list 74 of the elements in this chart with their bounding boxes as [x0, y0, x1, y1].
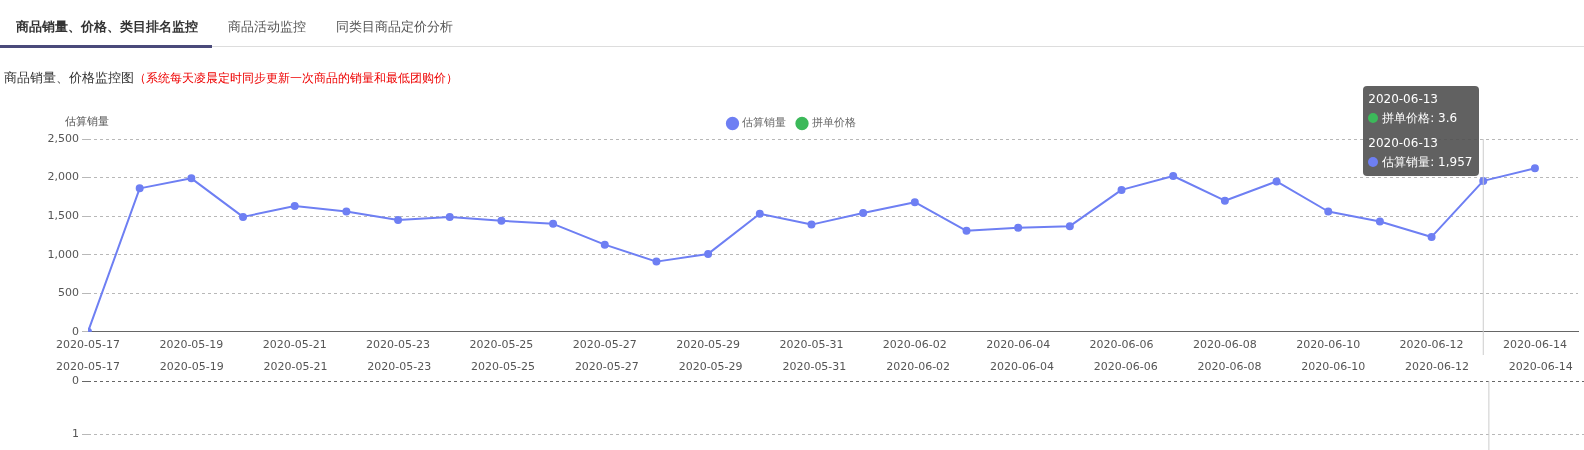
x-tick-label: 2020-06-10 — [1296, 338, 1361, 352]
chart-title: 商品销量、价格监控图 — [4, 70, 134, 85]
x-tick-label: 2020-06-10 — [1301, 360, 1366, 374]
x-tick-label: 2020-05-31 — [782, 360, 847, 374]
chart-subtitle: （系统每天凌晨定时同步更新一次商品的销量和最低团购价） — [134, 71, 458, 85]
x-tick-label: 2020-06-04 — [986, 338, 1051, 352]
point — [652, 257, 661, 266]
point — [704, 249, 713, 258]
x-tick-label: 2020-05-27 — [574, 360, 639, 374]
point — [187, 174, 196, 183]
point — [1169, 172, 1178, 181]
point — [807, 220, 816, 229]
x-tick-label: 2020-06-04 — [989, 360, 1054, 374]
legend-label: 拼单价格 — [811, 116, 856, 130]
x-tick-label: 2020-05-23 — [367, 360, 432, 374]
y-tick-label: 2,500 — [47, 131, 79, 145]
x-tick-label: 2020-05-23 — [366, 338, 431, 352]
annotation: 2020-06-13 拼单价格: 3.6 2020-06-13 估算销量: 1,957 — [1368, 90, 1473, 171]
text: 商品销量、价格、类目排名监控 — [0, 10, 212, 48]
point — [859, 209, 868, 218]
x-tick-label: 2020-05-21 — [262, 338, 327, 352]
x-tick-label: 2020-05-19 — [159, 338, 224, 352]
legend-label: 估算销量 — [742, 116, 786, 130]
point — [342, 207, 351, 216]
point — [1272, 177, 1281, 186]
y-axis-title: 估算销量 — [65, 114, 109, 128]
x-tick-label: 2020-06-12 — [1405, 360, 1469, 374]
point — [910, 198, 919, 207]
point — [290, 202, 299, 211]
x-tick-label: 2020-05-25 — [469, 338, 534, 352]
text: 同类目商品定价分析 — [335, 18, 454, 36]
x-tick-label: 2020-05-31 — [779, 338, 844, 352]
point — [239, 212, 248, 221]
x-tick-label: 2020-06-14 — [1508, 360, 1573, 374]
point — [1375, 217, 1384, 226]
x-tick-label: 2020-05-29 — [678, 360, 743, 374]
point — [1427, 232, 1436, 241]
y-tick-label: 2,000 — [47, 170, 79, 184]
x-tick-label: 2020-05-21 — [263, 360, 328, 374]
point — [1065, 222, 1074, 231]
point — [1014, 223, 1023, 232]
x-tick-label: 2020-05-25 — [471, 360, 536, 374]
x-tick-label: 2020-06-12 — [1399, 338, 1464, 352]
y-tick-label: 1,500 — [47, 208, 79, 222]
x-tick-label: 2020-06-02 — [882, 338, 947, 352]
x-tick-label: 2020-06-06 — [1093, 360, 1158, 374]
y-tick-label: 1,000 — [47, 247, 79, 261]
point — [1530, 164, 1539, 173]
point — [600, 240, 609, 249]
y-tick-label: 0 — [72, 324, 79, 338]
y-tick-label: 1 — [72, 426, 79, 440]
text: 商品活动监控 — [227, 18, 307, 36]
point — [497, 216, 506, 225]
x-tick-label: 2020-06-08 — [1197, 360, 1262, 374]
point — [962, 226, 971, 235]
x-tick-label: 2020-06-14 — [1502, 338, 1567, 352]
x-tick-label: 2020-05-29 — [676, 338, 741, 352]
point — [445, 212, 454, 221]
x-tick-label: 2020-05-17 — [56, 338, 120, 352]
x-tick-label: 2020-05-27 — [572, 338, 637, 352]
x-tick-label: 2020-06-08 — [1192, 338, 1257, 352]
point — [755, 209, 764, 218]
y-tick-label: 0 — [72, 374, 79, 388]
point — [135, 184, 144, 193]
y-tick-label: 500 — [58, 286, 79, 300]
point — [394, 215, 403, 224]
x-tick-label: 2020-05-17 — [56, 360, 120, 374]
point — [1117, 185, 1126, 194]
x-tick-label: 2020-06-02 — [886, 360, 951, 374]
point — [1324, 207, 1333, 216]
x-tick-label: 2020-06-06 — [1089, 338, 1154, 352]
point — [1220, 196, 1229, 205]
point — [549, 219, 558, 228]
x-tick-label: 2020-05-19 — [159, 360, 224, 374]
